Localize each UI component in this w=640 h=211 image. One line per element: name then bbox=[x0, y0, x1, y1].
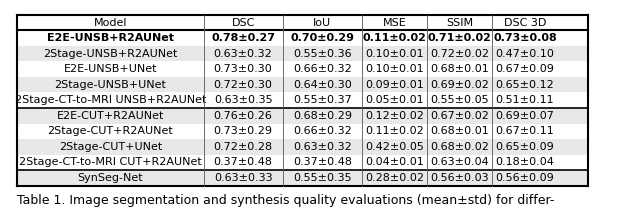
Bar bbox=[17, 108, 588, 123]
Text: 0.73±0.29: 0.73±0.29 bbox=[214, 126, 273, 136]
Text: 0.55±0.36: 0.55±0.36 bbox=[293, 49, 351, 59]
Text: 0.72±0.30: 0.72±0.30 bbox=[214, 80, 273, 90]
Bar bbox=[17, 92, 588, 108]
Text: 0.78±0.27: 0.78±0.27 bbox=[211, 33, 275, 43]
Text: 0.65±0.12: 0.65±0.12 bbox=[495, 80, 554, 90]
Text: 0.72±0.02: 0.72±0.02 bbox=[430, 49, 489, 59]
Bar bbox=[17, 46, 588, 61]
Text: 0.56±0.09: 0.56±0.09 bbox=[495, 173, 554, 183]
Text: 2Stage-CT-to-MRI CUT+R2AUNet: 2Stage-CT-to-MRI CUT+R2AUNet bbox=[19, 157, 202, 167]
Text: 0.51±0.11: 0.51±0.11 bbox=[495, 95, 554, 105]
Text: 0.65±0.09: 0.65±0.09 bbox=[495, 142, 554, 152]
Text: 0.67±0.02: 0.67±0.02 bbox=[430, 111, 489, 121]
Text: 0.70±0.29: 0.70±0.29 bbox=[291, 33, 355, 43]
Text: DSC: DSC bbox=[232, 18, 255, 28]
Text: MSE: MSE bbox=[383, 18, 406, 28]
Text: Model: Model bbox=[93, 18, 127, 28]
Text: 0.09±0.01: 0.09±0.01 bbox=[365, 80, 424, 90]
Text: 0.47±0.10: 0.47±0.10 bbox=[495, 49, 554, 59]
Text: 2Stage-CT-to-MRI UNSB+R2AUNet: 2Stage-CT-to-MRI UNSB+R2AUNet bbox=[15, 95, 206, 105]
Text: E2E-CUT+R2AUNet: E2E-CUT+R2AUNet bbox=[57, 111, 164, 121]
Text: 0.69±0.07: 0.69±0.07 bbox=[495, 111, 554, 121]
Text: 0.68±0.01: 0.68±0.01 bbox=[430, 126, 489, 136]
Text: 0.12±0.02: 0.12±0.02 bbox=[365, 111, 424, 121]
Text: 2Stage-CUT+UNet: 2Stage-CUT+UNet bbox=[59, 142, 162, 152]
Bar bbox=[17, 30, 588, 46]
Text: 0.18±0.04: 0.18±0.04 bbox=[495, 157, 554, 167]
Text: E2E-UNSB+UNet: E2E-UNSB+UNet bbox=[63, 64, 157, 74]
Text: 0.73±0.30: 0.73±0.30 bbox=[214, 64, 273, 74]
Bar bbox=[17, 170, 588, 186]
Text: 0.68±0.29: 0.68±0.29 bbox=[293, 111, 352, 121]
Text: E2E-UNSB+R2AUNet: E2E-UNSB+R2AUNet bbox=[47, 33, 174, 43]
Text: 0.69±0.02: 0.69±0.02 bbox=[430, 80, 489, 90]
Text: IoU: IoU bbox=[313, 18, 332, 28]
Bar bbox=[17, 123, 588, 139]
Text: 0.67±0.09: 0.67±0.09 bbox=[495, 64, 554, 74]
Text: 2Stage-UNSB+UNet: 2Stage-UNSB+UNet bbox=[54, 80, 166, 90]
Text: 0.64±0.30: 0.64±0.30 bbox=[293, 80, 352, 90]
Bar bbox=[17, 139, 588, 155]
Text: 0.55±0.35: 0.55±0.35 bbox=[293, 173, 351, 183]
Text: 0.63±0.35: 0.63±0.35 bbox=[214, 95, 273, 105]
Text: 0.73±0.08: 0.73±0.08 bbox=[493, 33, 557, 43]
Text: 0.10±0.01: 0.10±0.01 bbox=[365, 49, 424, 59]
Text: 0.04±0.01: 0.04±0.01 bbox=[365, 157, 424, 167]
Text: 0.63±0.32: 0.63±0.32 bbox=[293, 142, 352, 152]
Text: 0.55±0.05: 0.55±0.05 bbox=[431, 95, 489, 105]
Text: 0.05±0.01: 0.05±0.01 bbox=[365, 95, 424, 105]
Text: SSIM: SSIM bbox=[446, 18, 474, 28]
Text: SynSeg-Net: SynSeg-Net bbox=[77, 173, 143, 183]
Text: 0.67±0.11: 0.67±0.11 bbox=[495, 126, 554, 136]
Text: 0.56±0.03: 0.56±0.03 bbox=[431, 173, 489, 183]
Text: 2Stage-CUT+R2AUNet: 2Stage-CUT+R2AUNet bbox=[47, 126, 173, 136]
Bar bbox=[17, 77, 588, 92]
Text: 0.63±0.32: 0.63±0.32 bbox=[214, 49, 273, 59]
Text: DSC 3D: DSC 3D bbox=[504, 18, 546, 28]
Text: 0.68±0.02: 0.68±0.02 bbox=[430, 142, 489, 152]
Bar bbox=[17, 155, 588, 170]
Text: 0.28±0.02: 0.28±0.02 bbox=[365, 173, 424, 183]
Text: 0.66±0.32: 0.66±0.32 bbox=[293, 64, 352, 74]
Text: 0.66±0.32: 0.66±0.32 bbox=[293, 126, 352, 136]
Text: 0.37±0.48: 0.37±0.48 bbox=[214, 157, 273, 167]
Text: 2Stage-UNSB+R2AUNet: 2Stage-UNSB+R2AUNet bbox=[43, 49, 177, 59]
Bar bbox=[17, 15, 588, 30]
Text: 0.10±0.01: 0.10±0.01 bbox=[365, 64, 424, 74]
Bar bbox=[17, 61, 588, 77]
Text: 0.76±0.26: 0.76±0.26 bbox=[214, 111, 273, 121]
Text: 0.63±0.04: 0.63±0.04 bbox=[430, 157, 489, 167]
Text: 0.55±0.37: 0.55±0.37 bbox=[293, 95, 352, 105]
Text: 0.11±0.02: 0.11±0.02 bbox=[363, 33, 426, 43]
Text: 0.68±0.01: 0.68±0.01 bbox=[430, 64, 489, 74]
Text: 0.11±0.02: 0.11±0.02 bbox=[365, 126, 424, 136]
Text: 0.63±0.33: 0.63±0.33 bbox=[214, 173, 273, 183]
Text: 0.42±0.05: 0.42±0.05 bbox=[365, 142, 424, 152]
Text: 0.37±0.48: 0.37±0.48 bbox=[293, 157, 352, 167]
Text: Table 1. Image segmentation and synthesis quality evaluations (mean±std) for dif: Table 1. Image segmentation and synthesi… bbox=[17, 194, 555, 207]
Text: 0.71±0.02: 0.71±0.02 bbox=[428, 33, 492, 43]
Text: 0.72±0.28: 0.72±0.28 bbox=[214, 142, 273, 152]
